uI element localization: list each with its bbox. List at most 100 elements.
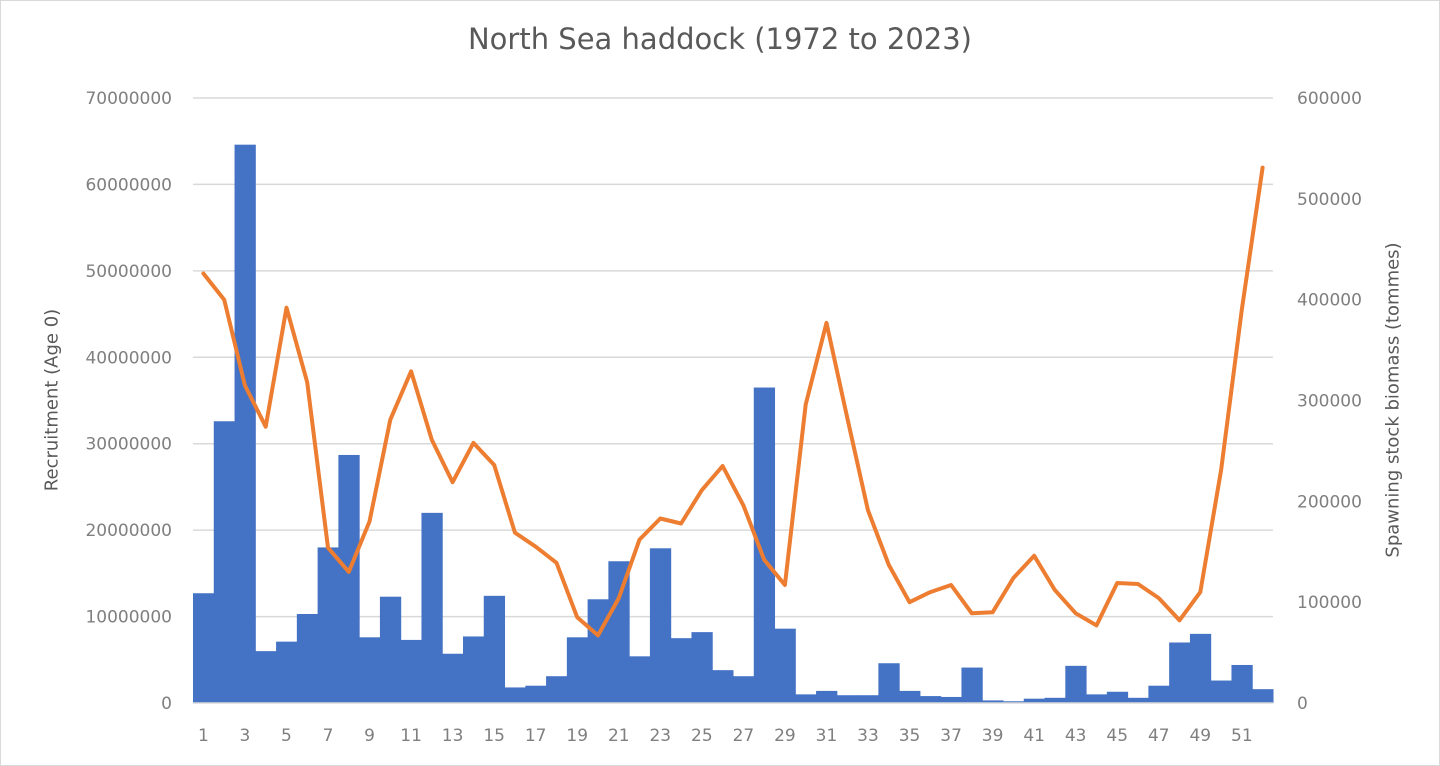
bar bbox=[1169, 642, 1191, 703]
x-axis-ticks: 1 3 5 7 9 11 13 15 17 19 21 23 25 27 29 31 33 35 37 39 41 43 4… bbox=[198, 726, 1253, 746]
bar bbox=[795, 694, 817, 703]
bar bbox=[1231, 664, 1253, 703]
y2-tick-label: 500000 bbox=[1297, 190, 1362, 210]
bar bbox=[483, 595, 506, 703]
y2-tick-label: 0 bbox=[1297, 694, 1308, 714]
x-tick-label: 47 bbox=[1148, 726, 1170, 746]
x-tick-label: 45 bbox=[1106, 726, 1128, 746]
x-tick-label: 33 bbox=[857, 726, 879, 746]
bar bbox=[608, 561, 630, 703]
y2-tick-label: 100000 bbox=[1297, 593, 1362, 613]
bar bbox=[878, 663, 900, 703]
bar bbox=[629, 656, 651, 703]
x-tick-label: 11 bbox=[400, 726, 422, 746]
bar bbox=[338, 454, 360, 703]
bar bbox=[546, 676, 568, 703]
bar bbox=[213, 421, 236, 703]
x-tick-label: 7 bbox=[323, 726, 334, 746]
chart-title: North Sea haddock (1972 to 2023) bbox=[467, 22, 973, 56]
y-tick-label: 10000000 bbox=[85, 608, 172, 628]
y-tick-label: 70000000 bbox=[85, 89, 172, 109]
bar bbox=[649, 548, 672, 703]
bar bbox=[234, 144, 256, 703]
bar bbox=[421, 512, 443, 703]
bar bbox=[1086, 694, 1108, 703]
bar bbox=[525, 685, 547, 703]
bar bbox=[733, 676, 755, 703]
x-tick-label: 1 bbox=[198, 726, 209, 746]
y-tick-label: 50000000 bbox=[85, 262, 172, 282]
x-tick-label: 43 bbox=[1065, 726, 1087, 746]
y-tick-label: 60000000 bbox=[85, 175, 172, 195]
bar bbox=[400, 639, 422, 703]
bar bbox=[1065, 665, 1087, 703]
bar bbox=[379, 596, 402, 703]
x-tick-label: 3 bbox=[240, 726, 251, 746]
x-tick-label: 9 bbox=[364, 726, 375, 746]
bar bbox=[1189, 633, 1212, 703]
y2-tick-label: 600000 bbox=[1297, 89, 1362, 109]
x-tick-label: 15 bbox=[483, 726, 505, 746]
y-tick-label: 30000000 bbox=[85, 435, 172, 455]
bar bbox=[899, 690, 921, 703]
x-tick-label: 17 bbox=[525, 726, 547, 746]
gridlines bbox=[193, 97, 1273, 618]
y2-tick-label: 200000 bbox=[1297, 492, 1362, 512]
bar bbox=[442, 653, 464, 703]
bar bbox=[1127, 697, 1149, 703]
bar bbox=[836, 695, 859, 703]
y2-tick-label: 400000 bbox=[1297, 291, 1362, 311]
x-tick-label: 31 bbox=[816, 726, 838, 746]
bar bbox=[1023, 698, 1046, 703]
bar bbox=[857, 695, 879, 703]
x-tick-label: 51 bbox=[1231, 726, 1253, 746]
bar bbox=[296, 613, 319, 703]
bar bbox=[359, 637, 381, 703]
y-axis-right-ticks: 0 100000 200000 300000 400000 500000 600000 bbox=[1297, 89, 1362, 714]
y-tick-label: 0 bbox=[161, 694, 172, 714]
bar bbox=[276, 641, 298, 703]
x-tick-label: 21 bbox=[608, 726, 630, 746]
bar bbox=[1044, 697, 1066, 703]
bar bbox=[774, 628, 796, 703]
x-tick-label: 41 bbox=[1023, 726, 1045, 746]
bar bbox=[193, 593, 215, 703]
y-tick-label: 40000000 bbox=[85, 348, 172, 368]
bar bbox=[566, 637, 589, 703]
x-tick-label: 23 bbox=[649, 726, 671, 746]
bar bbox=[1210, 680, 1232, 703]
bar bbox=[1252, 689, 1274, 703]
ssb-line bbox=[201, 165, 1265, 638]
x-tick-label: 19 bbox=[566, 726, 588, 746]
bar bbox=[982, 700, 1004, 703]
x-tick-label: 27 bbox=[733, 726, 755, 746]
x-tick-label: 35 bbox=[899, 726, 921, 746]
bar bbox=[587, 599, 609, 703]
bar bbox=[255, 651, 277, 703]
bar bbox=[712, 670, 734, 703]
bar bbox=[504, 687, 526, 703]
bar bbox=[463, 636, 485, 703]
x-tick-label: 25 bbox=[691, 726, 713, 746]
bar bbox=[1106, 691, 1129, 703]
bar bbox=[961, 667, 983, 703]
recruitment-bars bbox=[193, 144, 1274, 703]
y-axis-left-ticks: 0 10000000 20000000 30000000 40000000 5000000… bbox=[85, 89, 172, 714]
x-tick-label: 39 bbox=[982, 726, 1004, 746]
x-tick-label: 5 bbox=[281, 726, 292, 746]
x-tick-label: 37 bbox=[940, 726, 962, 746]
y-tick-label: 20000000 bbox=[85, 521, 172, 541]
bar bbox=[317, 547, 339, 703]
bar bbox=[691, 632, 713, 703]
x-tick-label: 13 bbox=[442, 726, 464, 746]
bar bbox=[1148, 685, 1170, 703]
bar bbox=[670, 638, 692, 703]
bar bbox=[816, 690, 838, 703]
bar bbox=[940, 696, 962, 703]
bar bbox=[753, 387, 776, 703]
bar bbox=[1003, 701, 1025, 703]
x-tick-label: 29 bbox=[774, 726, 796, 746]
x-tick-label: 49 bbox=[1189, 726, 1211, 746]
y2-tick-label: 300000 bbox=[1297, 392, 1362, 412]
